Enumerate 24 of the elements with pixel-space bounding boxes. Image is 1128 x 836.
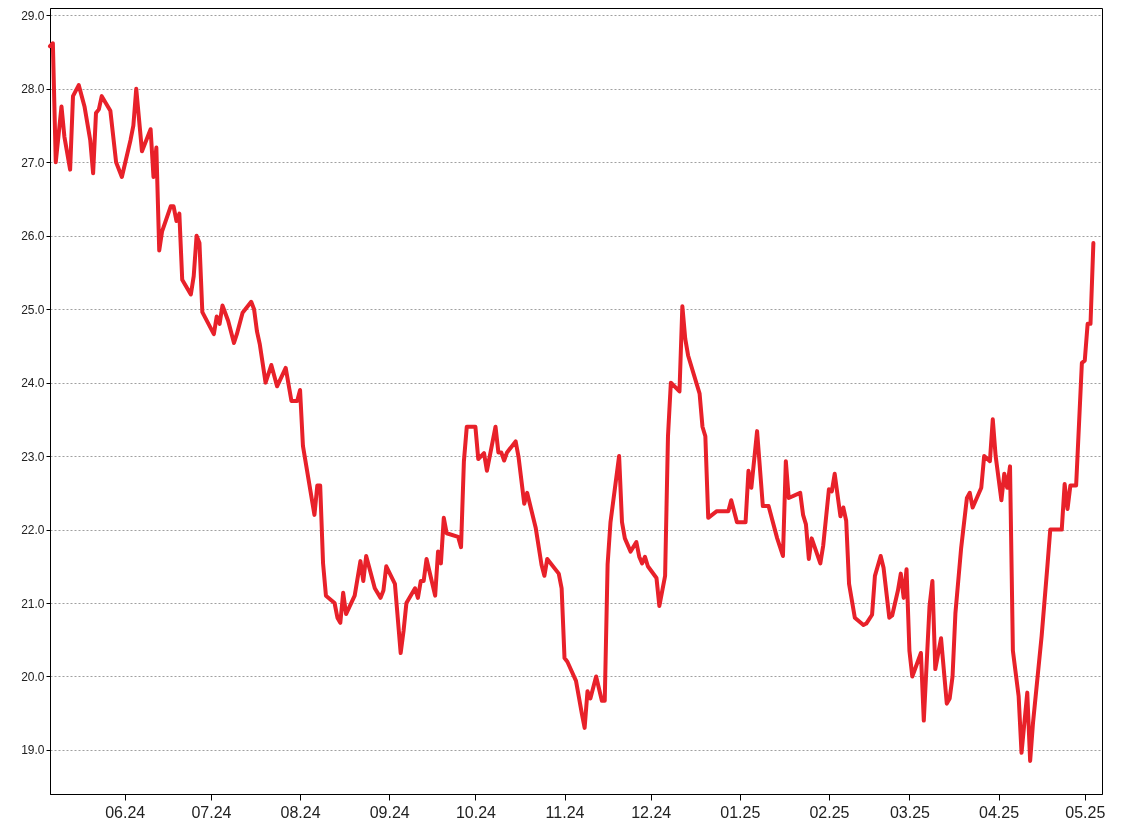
y-tick-label: 23.0 [21, 449, 45, 464]
x-tick-label: 08.24 [280, 803, 321, 821]
x-tick-label: 10.24 [455, 803, 497, 821]
y-tick-label: 26.0 [21, 229, 45, 244]
x-tick-label: 01.25 [720, 803, 761, 821]
x-tick-label: 07.24 [191, 803, 232, 821]
x-tick-label: 03.25 [889, 803, 931, 821]
y-tick-label: 22.0 [21, 523, 45, 538]
line-series [48, 41, 1096, 763]
y-tick-label: 21.0 [21, 596, 45, 611]
x-tick-label: 09.24 [369, 803, 410, 821]
y-tick-label: 27.0 [21, 155, 45, 170]
y-tick-label: 19.0 [21, 743, 45, 758]
x-tick-label: 02.25 [809, 803, 850, 821]
x-tick-label: 05.25 [1065, 803, 1106, 821]
y-tick-label: 25.0 [21, 302, 45, 317]
y-tick-label: 28.0 [21, 82, 45, 97]
x-tick-label: 06.24 [105, 803, 146, 821]
x-tick-label: 04.25 [979, 803, 1020, 821]
x-tick-label: 11.24 [545, 803, 585, 821]
y-tick-label: 24.0 [21, 376, 45, 391]
y-tick-label: 20.0 [21, 669, 45, 684]
x-tick-label: 12.24 [631, 803, 672, 821]
y-tick-label: 29.0 [21, 8, 45, 23]
